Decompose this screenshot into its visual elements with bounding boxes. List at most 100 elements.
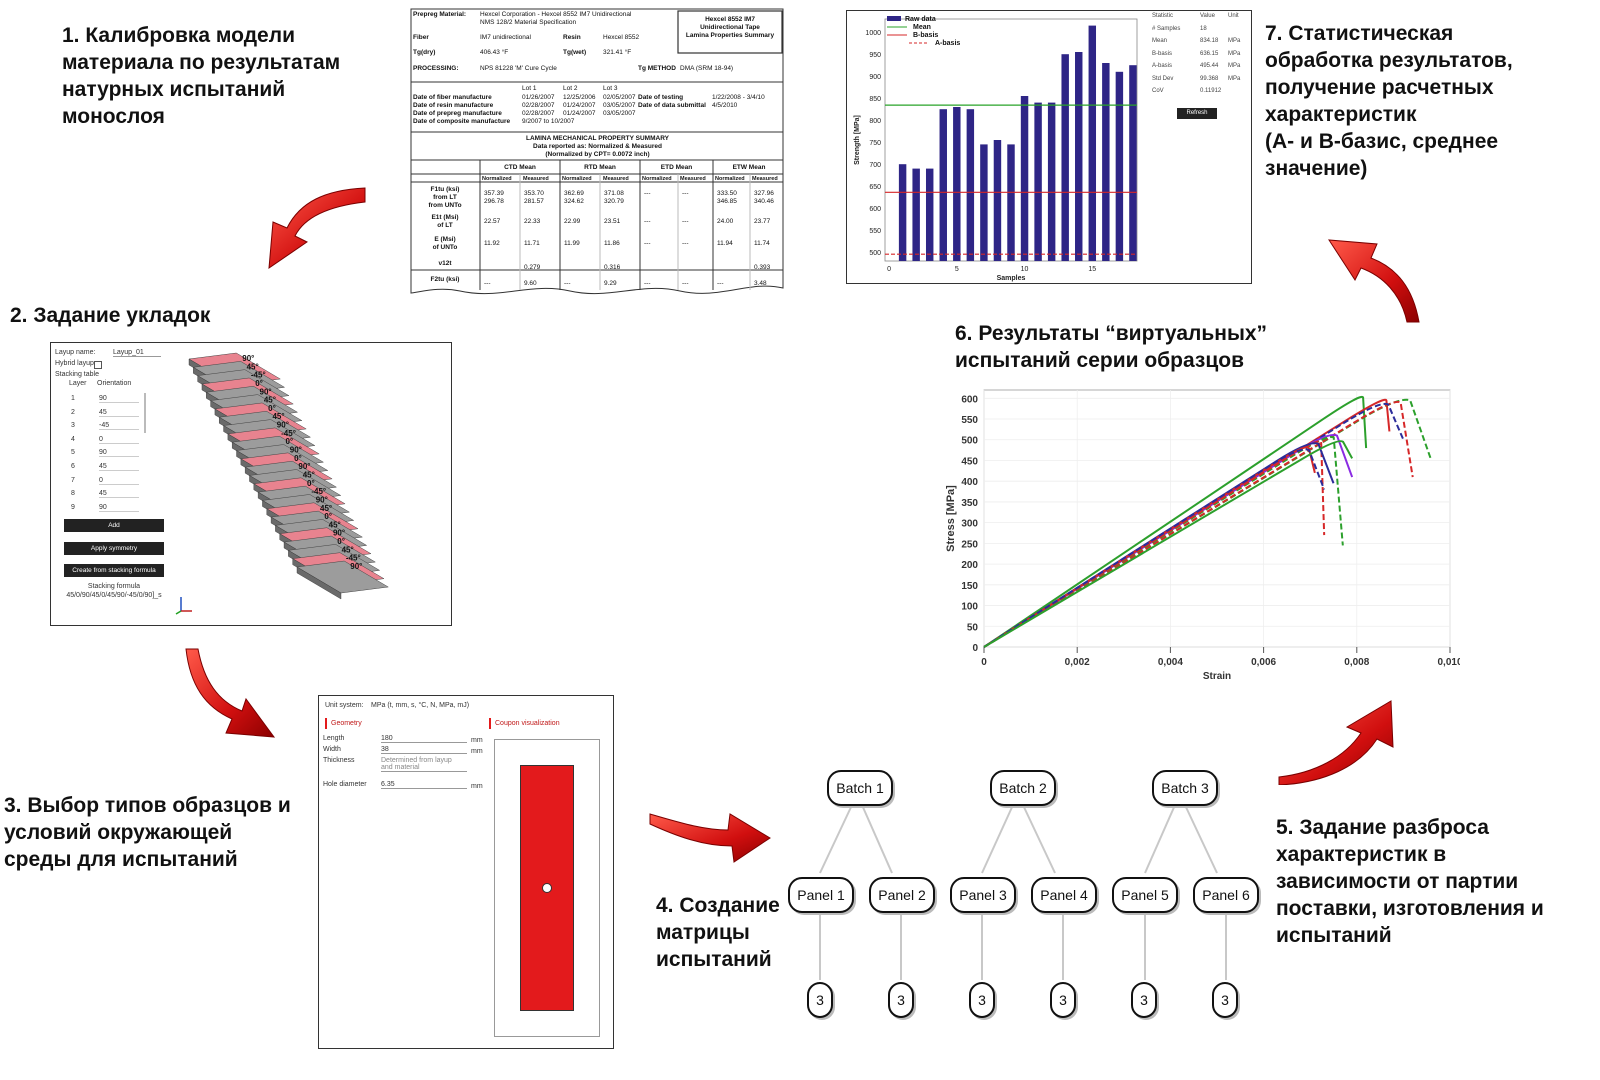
panel-2-node[interactable]: Panel 2	[869, 877, 935, 913]
layer-orientation-input[interactable]: 45	[99, 409, 139, 417]
stress-strain-curve	[983, 440, 1326, 648]
property-label-1: E1t (Msi) of LT	[431, 214, 459, 229]
x-tick-label: 0	[981, 657, 987, 668]
property-value: 327.96 340.46	[754, 190, 774, 205]
fiber-value: IM7 unidirectional	[480, 34, 531, 41]
property-value: ---	[644, 280, 651, 287]
laminate-stack-3d: 90°45°-45°0°90°45°0°45°90°-45°0°90°0°90°…	[188, 352, 390, 600]
bar	[939, 109, 947, 261]
layer-orientation-input[interactable]: 0	[99, 477, 139, 485]
date-0-lot2: 12/25/2006	[563, 94, 596, 101]
y-tick-label: 400	[961, 477, 978, 488]
specimen-count-1[interactable]: 3	[807, 982, 833, 1018]
date-2-lot2: 01/24/2007	[563, 110, 596, 117]
add-button[interactable]: Add	[64, 519, 164, 532]
layup-definition-panel: Layup name: Layup_01 Hybrid layup Stacki…	[50, 342, 452, 626]
plot-area	[983, 389, 1451, 648]
bar	[993, 140, 1002, 261]
resin-label: Resin	[563, 34, 581, 41]
y-tick-label: 600	[869, 206, 881, 213]
stacking-formula-value: 45/0/90/45/0/45/90/-45/0/90]_s	[66, 592, 162, 599]
layer-orientation-input[interactable]: 45	[99, 463, 139, 471]
panel-4-node[interactable]: Panel 4	[1031, 877, 1097, 913]
sub-meas-2: Measured	[603, 176, 629, 182]
geometry-accent	[325, 718, 327, 729]
layup-name-input[interactable]: Layup_01	[113, 349, 161, 357]
property-value: 22.99	[564, 218, 581, 225]
batch-3-node[interactable]: Batch 3	[1152, 770, 1218, 806]
batch-1-node[interactable]: Batch 1	[827, 770, 893, 806]
length-unit: mm	[471, 737, 483, 744]
y-tick-label: 900	[869, 74, 881, 81]
y-tick-label: 50	[967, 622, 979, 633]
x-tick-label: 0,004	[1158, 657, 1183, 668]
summary-sub1: Data reported as: Normalized & Measured	[533, 143, 662, 150]
panel-3-node[interactable]: Panel 3	[950, 877, 1016, 913]
property-value: 11.71	[524, 240, 540, 247]
y-axis-label: Strength [MPa]	[854, 115, 861, 165]
x-tick-label: 0,006	[1251, 657, 1276, 668]
curved-arrow-3	[649, 813, 771, 863]
stacking-formula-label: Stacking formula	[87, 583, 141, 590]
ply-angle-label: 0°	[337, 537, 345, 546]
specimen-count-6[interactable]: 3	[1212, 982, 1238, 1018]
layer-number: 2	[71, 408, 75, 416]
panel-6-node[interactable]: Panel 6	[1193, 877, 1259, 913]
hybrid-layup-checkbox[interactable]	[94, 361, 102, 369]
width-input[interactable]: 38	[381, 746, 467, 754]
layer-number: 6	[71, 463, 75, 470]
bar	[980, 144, 988, 261]
legend-label: A-basis	[935, 40, 960, 47]
stats-header: Value	[1200, 13, 1215, 19]
y-tick-label: 500	[869, 250, 881, 257]
layer-number: 5	[71, 449, 75, 457]
stats-cell: MPa	[1228, 75, 1241, 82]
stats-cell: 18	[1200, 25, 1207, 32]
testing-label: Date of testing	[638, 94, 684, 101]
col-orientation: Orientation	[97, 380, 132, 387]
specimen-count-3[interactable]: 3	[969, 982, 995, 1018]
ply-angle-label: 0°	[294, 454, 302, 463]
batch-2-node[interactable]: Batch 2	[990, 770, 1056, 806]
step-4-caption: 4. Создание матрицы испытаний	[656, 894, 780, 971]
layer-orientation-input[interactable]: 90	[99, 395, 139, 403]
specimen-count-4[interactable]: 3	[1050, 982, 1076, 1018]
col-layer: Layer	[69, 380, 87, 387]
refresh-button[interactable]: Refresh	[1177, 108, 1217, 119]
length-input[interactable]: 180	[381, 735, 467, 743]
fiber-label: Fiber	[413, 34, 429, 41]
material-property-summary: Prepreg Material: Hexcel Corporation - H…	[410, 8, 785, 298]
panel-5-node[interactable]: Panel 5	[1112, 877, 1178, 913]
property-value: 11.74	[754, 240, 770, 247]
hole-diameter-input[interactable]: 6.35	[381, 781, 467, 789]
layer-orientation-input[interactable]: 0	[99, 436, 139, 444]
layer-orientation-input[interactable]: 90	[99, 504, 139, 512]
ply-angle-label: 0°	[255, 379, 263, 388]
axis-triad-icon	[175, 597, 192, 615]
property-value: ---	[717, 280, 724, 287]
layer-orientation-input[interactable]: 45	[99, 490, 139, 499]
stats-header: Statistic	[1152, 13, 1174, 19]
stats-cell: MPa	[1228, 63, 1241, 69]
y-tick-label: 100	[961, 602, 978, 613]
property-value: 353.70 281.57	[524, 190, 544, 205]
ply-angle-label: 0°	[307, 479, 315, 488]
layer-number: 4	[71, 435, 75, 443]
legend-label: B-basis	[913, 32, 938, 39]
panel-1-node[interactable]: Panel 1	[788, 877, 854, 913]
create-from-formula-button[interactable]: Create from stacking formula	[64, 564, 164, 577]
layer-number: 3	[71, 422, 75, 430]
specimen-count-2[interactable]: 3	[888, 982, 914, 1018]
unit-system-select[interactable]: MPa (t, mm, s, °C, N, MPa, mJ)	[371, 702, 470, 709]
specimen-count-5[interactable]: 3	[1131, 982, 1157, 1018]
spec-value: NMS 128/2 Material Specification	[480, 19, 577, 26]
layer-orientation-input[interactable]: -45	[99, 422, 139, 431]
strength-bar-chart: 500 550 600 650 700 750 800 850 900 950 1000 0 5 10 15…	[854, 16, 1138, 282]
ply-angle-label: 90°	[260, 387, 272, 396]
apply-symmetry-button[interactable]: Apply symmetry	[64, 542, 164, 555]
property-value: ---	[682, 240, 689, 247]
stacking-scrollbar[interactable]	[144, 393, 146, 433]
ply-angle-label: 90°	[350, 562, 362, 571]
property-value: ---	[644, 190, 651, 197]
layer-orientation-input[interactable]: 90	[99, 449, 139, 458]
